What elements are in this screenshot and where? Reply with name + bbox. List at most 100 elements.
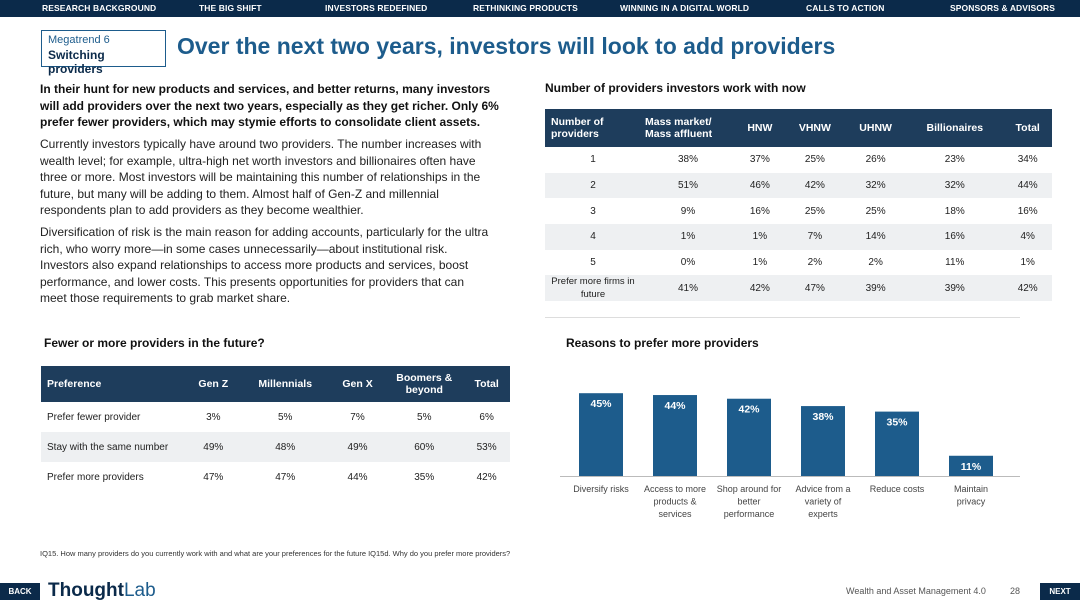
table-row: 4 1% 1% 7% 14% 16% 4%: [545, 224, 1052, 250]
nav-the-big-shift[interactable]: THE BIG SHIFT: [199, 3, 262, 13]
back-button[interactable]: BACK: [0, 583, 40, 600]
thoughtlab-logo: ThoughtLab: [48, 580, 156, 602]
chart-title: Reasons to prefer more providers: [566, 336, 759, 350]
column-header: Gen X: [329, 366, 386, 402]
column-header: Gen Z: [186, 366, 241, 402]
category-label: Diversify risks: [573, 484, 629, 494]
bar-value-label: 11%: [961, 461, 982, 473]
column-header: Total: [1003, 109, 1052, 147]
column-header: Total: [463, 366, 510, 402]
nav-research-background[interactable]: RESEARCH BACKGROUND: [42, 3, 157, 13]
table-cell: 5: [590, 257, 596, 269]
table-cell: 53%: [463, 432, 510, 462]
category-label: Shop around for: [717, 484, 782, 494]
column-header: Preference: [41, 366, 186, 402]
table-cell: 35%: [414, 471, 435, 483]
nav-investors-redefined[interactable]: INVESTORS REDEFINED: [325, 3, 428, 13]
column-header: Billionaires: [906, 109, 1004, 147]
table-cell: 14%: [845, 224, 907, 250]
table-cell: Prefer fewer provider: [47, 411, 141, 423]
column-header: Mass market/ Mass affluent: [641, 109, 735, 147]
bar-value-label: 38%: [812, 411, 834, 423]
category-label: Access to more: [644, 484, 706, 494]
table-cell: 2%: [807, 257, 823, 269]
table-cell: 60%: [385, 432, 464, 462]
table-cell: 42%: [476, 471, 497, 483]
bar-value-label: 45%: [590, 398, 612, 410]
bar-1: [653, 395, 697, 476]
table-cell: 4: [545, 224, 641, 250]
table-cell: 49%: [186, 432, 241, 462]
table-row: 1 38% 37% 25% 26% 23% 34%: [545, 147, 1052, 173]
table-cell: 41%: [641, 275, 735, 302]
table-cell: 42%: [735, 275, 785, 302]
top-navigation: RESEARCH BACKGROUND THE BIG SHIFT INVEST…: [0, 0, 1080, 17]
nav-rethinking-products[interactable]: RETHINKING PRODUCTS: [473, 3, 578, 13]
table-cell: 51%: [641, 172, 735, 199]
table-cell: 7%: [784, 224, 846, 250]
table-cell: 44%: [347, 471, 368, 483]
category-label: performance: [724, 509, 775, 519]
table-cell: 1%: [1020, 257, 1035, 269]
table-cell: 47%: [203, 471, 224, 483]
bar-value-label: 42%: [738, 404, 760, 416]
table-row: Stay with the same number 49% 48% 49% 60% 53%: [41, 432, 510, 462]
table-cell: 16%: [749, 205, 770, 217]
column-header: VHNW: [784, 109, 846, 147]
table-cell: 46%: [735, 172, 785, 199]
column-header: UHNW: [845, 109, 907, 147]
nav-sponsors-advisors[interactable]: SPONSORS & ADVISORS: [950, 3, 1056, 13]
table-cell: 11%: [945, 257, 965, 269]
table-cell: 25%: [865, 205, 886, 217]
category-label: services: [658, 509, 692, 519]
badge-label: Megatrend 6: [48, 34, 110, 46]
report-name: Wealth and Asset Management 4.0: [846, 586, 986, 596]
table-cell: 32%: [906, 172, 1004, 199]
body-paragraph-1: Currently investors typically have aroun…: [40, 137, 482, 217]
table-cell: 1: [590, 154, 596, 166]
nav-calls-to-action[interactable]: CALLS TO ACTION: [806, 3, 885, 13]
lede-paragraph: In their hunt for new products and servi…: [40, 82, 499, 129]
table-row: 2 51% 46% 42% 32% 32% 44%: [545, 172, 1052, 199]
nav-winning-digital-world[interactable]: WINNING IN A DIGITAL WORLD: [620, 3, 750, 13]
table-cell: 5%: [417, 411, 432, 423]
column-header: Millennials: [240, 366, 330, 402]
megatrend-badge: Megatrend 6 Switching providers: [41, 30, 166, 76]
logo-text-thought: Thought: [48, 580, 124, 601]
providers-now-table: Number of providers Mass market/ Mass af…: [545, 109, 1052, 302]
table-cell: 2%: [868, 257, 883, 269]
table-cell: 49%: [329, 432, 386, 462]
bar-4: [875, 411, 919, 476]
table-cell: 3: [590, 205, 596, 217]
table-cell: 44%: [1003, 172, 1052, 199]
table-row: Prefer more providers 47% 47% 44% 35% 42%: [41, 462, 510, 492]
providers-now-title: Number of providers investors work with …: [545, 81, 806, 95]
category-label: Advice from a: [795, 484, 850, 494]
table-cell: 6%: [479, 411, 494, 423]
table-cell: 23%: [944, 154, 965, 166]
table-row: 3 9% 16% 25% 25% 18% 16%: [545, 198, 1052, 224]
future-preference-title: Fewer or more providers in the future?: [44, 336, 265, 350]
column-header: HNW: [735, 109, 785, 147]
table-cell: 2: [545, 172, 641, 199]
table-cell: 18%: [944, 205, 965, 217]
bar-0: [579, 393, 623, 476]
column-header: Boomers & beyond: [385, 366, 464, 402]
reasons-bar-chart: 45% Diversify risks 44% Access to more produ…: [560, 393, 1020, 519]
page-number: 28: [1010, 586, 1021, 596]
table-cell: 42%: [784, 172, 846, 199]
bar-2: [727, 398, 771, 476]
table-cell: 1%: [752, 257, 768, 269]
category-label: Reduce costs: [870, 484, 925, 494]
survey-footnote: IQ15. How many providers do you currentl…: [40, 549, 511, 558]
table-cell: 47%: [275, 471, 296, 483]
bar-3: [801, 406, 845, 476]
table-header-row: Preference Gen Z Millennials Gen X Boome…: [41, 366, 510, 402]
category-label: better: [737, 497, 760, 507]
table-cell: 34%: [1017, 154, 1038, 166]
table-cell: Prefer more firms in future: [545, 275, 641, 302]
next-button[interactable]: NEXT: [1040, 583, 1080, 600]
column-header: Number of providers: [545, 109, 641, 147]
table-cell: 47%: [784, 275, 846, 302]
body-paragraph-2: Diversification of risk is the main reas…: [40, 225, 489, 305]
